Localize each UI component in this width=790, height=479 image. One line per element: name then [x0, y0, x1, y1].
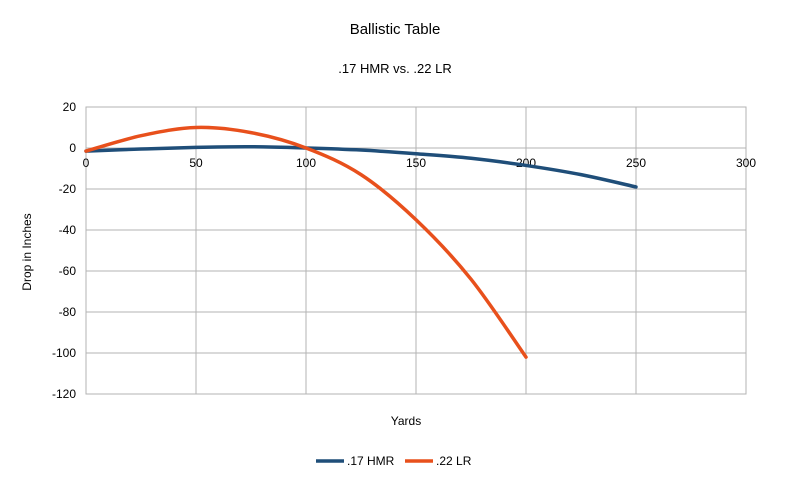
y-tick-label: 0 — [69, 141, 76, 155]
legend-label-lr: .22 LR — [436, 454, 472, 468]
x-tick-label: 0 — [83, 156, 90, 170]
legend-label-hmr: .17 HMR — [347, 454, 395, 468]
legend: .17 HMR .22 LR — [316, 454, 472, 468]
series-line-1 — [84, 125, 528, 359]
y-tick-label: -100 — [52, 346, 76, 360]
y-tick-label: 20 — [63, 100, 77, 114]
chart-title: Ballistic Table — [350, 21, 441, 38]
y-tick-label: -60 — [59, 264, 77, 278]
y-tick-label: -80 — [59, 305, 77, 319]
grid — [85, 106, 747, 395]
x-tick-label: 150 — [406, 156, 426, 170]
x-axis-label: Yards — [391, 414, 421, 428]
series — [84, 125, 638, 359]
x-tick-label: 250 — [626, 156, 646, 170]
y-tick-label: -40 — [59, 223, 77, 237]
series-line-0 — [84, 145, 638, 189]
y-tick-label: -20 — [59, 182, 77, 196]
chart-subtitle: .17 HMR vs. .22 LR — [338, 61, 451, 76]
y-axis-label: Drop in Inches — [20, 213, 34, 290]
plot-area — [85, 106, 747, 395]
x-tick-label: 100 — [296, 156, 316, 170]
x-tick-label: 50 — [189, 156, 203, 170]
y-tick-label: -120 — [52, 387, 76, 401]
x-tick-label: 300 — [736, 156, 756, 170]
